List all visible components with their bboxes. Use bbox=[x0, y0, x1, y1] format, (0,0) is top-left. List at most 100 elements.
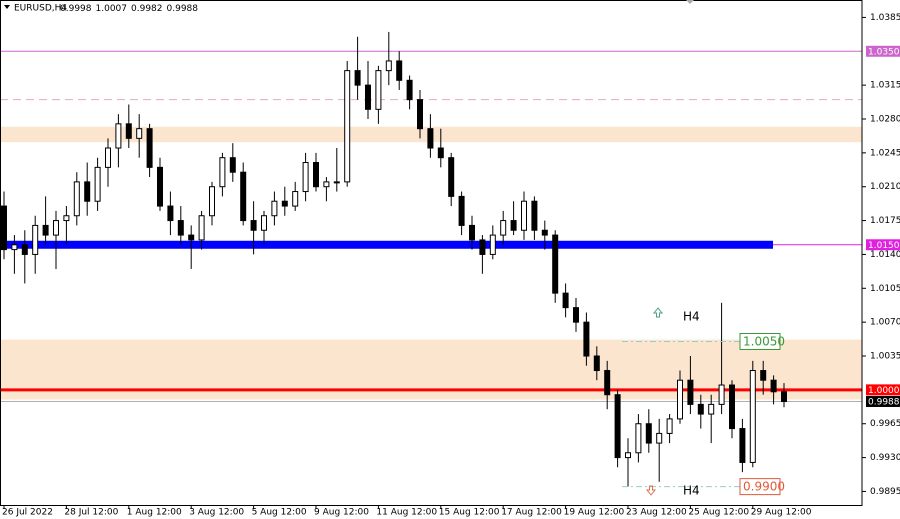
target-label: 0.9900 bbox=[743, 480, 785, 494]
candle-body bbox=[292, 191, 299, 207]
candle-body bbox=[448, 157, 455, 197]
candle-body bbox=[125, 123, 132, 139]
quote: 0.9998 1.0007 0.9982 0.9988 bbox=[60, 4, 198, 14]
candle-body bbox=[614, 394, 621, 459]
candle-body bbox=[73, 181, 80, 217]
candle-body bbox=[229, 157, 236, 173]
candle-body bbox=[219, 157, 226, 188]
candle-body bbox=[281, 200, 288, 207]
candle-body bbox=[1, 205, 7, 251]
candle-body bbox=[604, 370, 611, 396]
candle-body bbox=[510, 220, 517, 231]
candle-body bbox=[541, 229, 548, 236]
candle-body bbox=[583, 321, 590, 357]
candle-body bbox=[645, 423, 652, 444]
y-tick-label: 0.9965 bbox=[870, 419, 900, 429]
candle-body bbox=[313, 162, 319, 188]
y-tick-label: 1.0105 bbox=[870, 284, 900, 294]
y-tick-label: 1.0315 bbox=[870, 81, 900, 91]
candle-body bbox=[760, 370, 767, 381]
candle-body bbox=[344, 70, 351, 183]
candle-body bbox=[677, 379, 683, 420]
candle-body bbox=[354, 70, 361, 86]
quote-value: 0.9988 bbox=[167, 4, 199, 14]
candle-body bbox=[697, 403, 704, 415]
y-tick-label: 1.0280 bbox=[870, 114, 900, 124]
candle-body bbox=[406, 79, 413, 101]
candle-body bbox=[240, 171, 247, 222]
candle-body bbox=[458, 195, 465, 226]
candle-body bbox=[63, 215, 70, 222]
x-tick-label: 28 Jul 12:00 bbox=[64, 508, 118, 518]
candle-body bbox=[188, 234, 195, 241]
x-tick-label: 29 Aug 12:00 bbox=[751, 508, 812, 518]
candle-body bbox=[136, 128, 143, 139]
candle-body bbox=[770, 379, 777, 393]
candle-body bbox=[167, 205, 174, 222]
candle-body bbox=[469, 224, 475, 241]
candle-body bbox=[708, 403, 715, 415]
target-box bbox=[739, 333, 781, 351]
y-tick-label: 1.0385 bbox=[870, 13, 900, 23]
candle-body bbox=[427, 128, 434, 149]
y-tick-label: 1.0035 bbox=[870, 352, 900, 362]
x-tick-label: 9 Aug 12:00 bbox=[314, 508, 369, 518]
candle-body bbox=[500, 220, 507, 236]
candle-body bbox=[417, 99, 423, 130]
x-tick-label: 11 Aug 12:00 bbox=[376, 508, 437, 518]
candle-body bbox=[781, 391, 787, 402]
candle-body bbox=[656, 432, 663, 444]
x-tick-label: 25 Aug 12:00 bbox=[688, 508, 749, 518]
candle-body bbox=[635, 423, 642, 454]
level-label-box bbox=[866, 239, 900, 251]
quote-value: 1.0007 bbox=[96, 4, 128, 14]
plot-frame bbox=[0, 0, 863, 506]
x-tick-label: 15 Aug 12:00 bbox=[439, 508, 500, 518]
candle-body bbox=[552, 234, 559, 294]
candle-body bbox=[489, 234, 496, 255]
symbol-marker bbox=[4, 5, 10, 9]
x-tick-label: 17 Aug 12:00 bbox=[501, 508, 562, 518]
candle-body bbox=[385, 60, 392, 72]
candle-body bbox=[687, 379, 694, 405]
candle-body bbox=[84, 181, 91, 202]
candle-body bbox=[333, 181, 340, 184]
x-tick-label: 19 Aug 12:00 bbox=[564, 508, 625, 518]
level-label: 1.0350 bbox=[868, 47, 900, 57]
candle-body bbox=[32, 224, 39, 255]
symbol: EURUSD,H4 bbox=[14, 4, 67, 14]
target-text: H4 bbox=[683, 484, 700, 498]
candle-body bbox=[53, 220, 59, 236]
level-label: 1.0150 bbox=[868, 241, 900, 251]
down-arrow bbox=[645, 485, 657, 496]
candle-body bbox=[739, 428, 746, 463]
y-tick-label: 0.9930 bbox=[870, 453, 900, 463]
candle-body bbox=[521, 200, 527, 231]
candle-body bbox=[749, 370, 756, 463]
candle-body bbox=[396, 60, 403, 81]
candle-body bbox=[531, 200, 538, 231]
candle-body bbox=[11, 244, 18, 251]
level-label: 1.0000 bbox=[868, 386, 900, 396]
scroll-marker bbox=[686, 0, 694, 4]
quote-value: 0.9998 bbox=[60, 4, 92, 14]
candle-body bbox=[625, 452, 631, 459]
x-tick-label: 23 Aug 12:00 bbox=[626, 508, 687, 518]
x-tick-label: 5 Aug 12:00 bbox=[252, 508, 307, 518]
candle-body bbox=[479, 239, 486, 255]
support-band bbox=[0, 240, 773, 249]
y-tick-label: 1.0245 bbox=[870, 148, 900, 158]
candle-body bbox=[209, 186, 215, 217]
y-tick-label: 1.0175 bbox=[870, 216, 900, 226]
y-tick-label: 1.0070 bbox=[870, 318, 900, 328]
candle-body bbox=[323, 181, 330, 188]
x-tick-label: 1 Aug 12:00 bbox=[127, 508, 182, 518]
candle-body bbox=[261, 215, 267, 231]
level-label-box bbox=[866, 395, 900, 407]
candle-body bbox=[593, 355, 600, 372]
y-tick-label: 1.0140 bbox=[870, 250, 900, 260]
candle-body bbox=[562, 292, 569, 309]
candle-body bbox=[250, 220, 257, 231]
candle-body bbox=[302, 162, 309, 193]
candle-body bbox=[42, 224, 49, 236]
